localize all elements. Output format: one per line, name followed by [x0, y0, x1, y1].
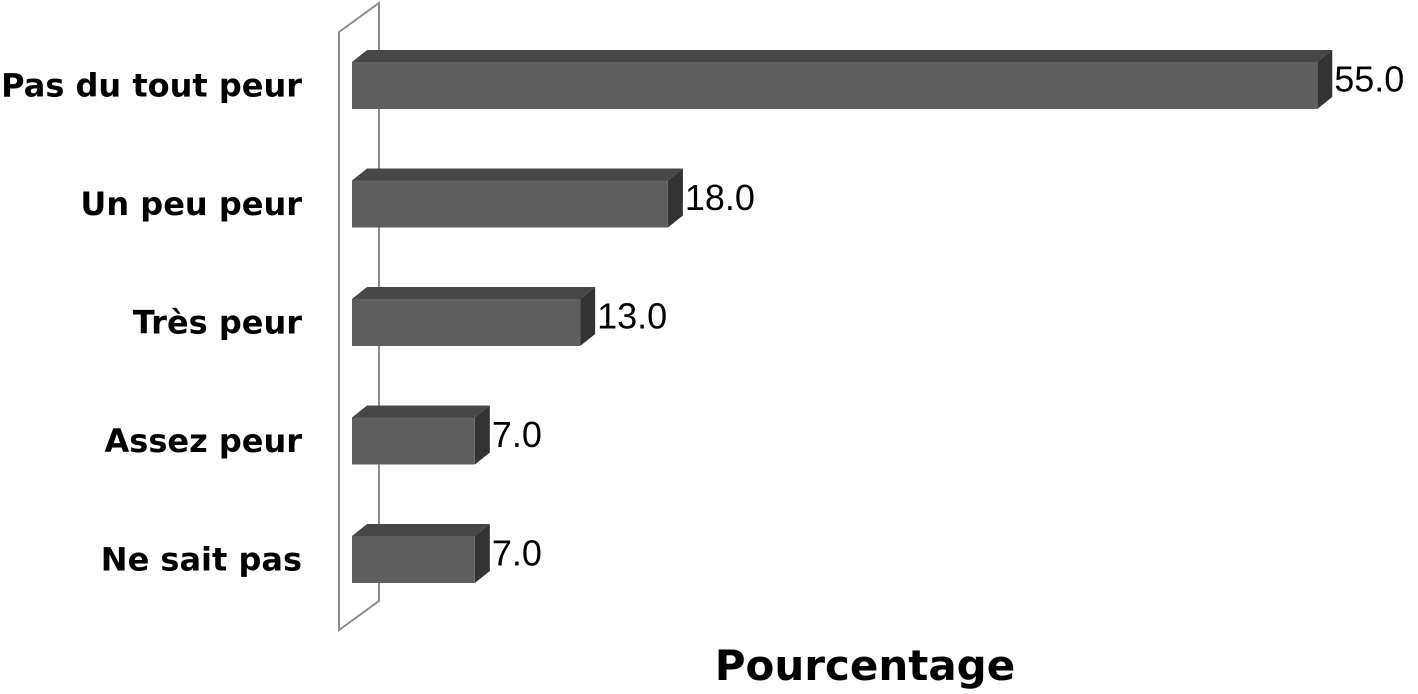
category-label: Pas du tout peur [1, 67, 302, 105]
value-label: 7.0 [492, 414, 542, 455]
category-label: Assez peur [105, 422, 303, 460]
bar-front-face [352, 180, 668, 228]
bar [352, 287, 596, 346]
bars-group [352, 50, 1333, 583]
bar-front-face [352, 299, 581, 346]
bar-top-face [352, 524, 490, 536]
chart-back-wall [338, 1, 380, 632]
back-wall-outline [338, 1, 380, 632]
value-label: 55.0 [1334, 59, 1404, 100]
bar-front-face [352, 62, 1318, 109]
bar [352, 405, 490, 465]
category-label: Un peu peur [80, 185, 302, 223]
bar-front-face [352, 417, 475, 465]
value-label: 13.0 [597, 296, 667, 337]
category-labels: Pas du tout peur Un peu peur Très peur Asse… [1, 67, 302, 579]
bar-top-face [352, 287, 596, 299]
value-label: 18.0 [685, 177, 755, 218]
bar [352, 168, 683, 228]
bar-front-face [352, 536, 475, 583]
x-axis-title: Pourcentage [715, 641, 1016, 690]
bar [352, 524, 490, 583]
bar-side-face [667, 168, 683, 228]
bar-top-face [352, 50, 1333, 62]
bar-side-face [1317, 50, 1333, 109]
category-label: Très peur [133, 304, 302, 342]
bar-side-face [580, 287, 596, 346]
category-label: Ne sait pas [101, 541, 302, 579]
value-label: 7.0 [492, 533, 542, 574]
bar-top-face [352, 168, 683, 181]
bar [352, 50, 1333, 109]
bar-side-face [474, 524, 490, 583]
bar-side-face [474, 405, 490, 465]
value-labels: 55.0 18.0 13.0 7.0 7.0 [492, 59, 1404, 574]
bar-top-face [352, 405, 490, 418]
